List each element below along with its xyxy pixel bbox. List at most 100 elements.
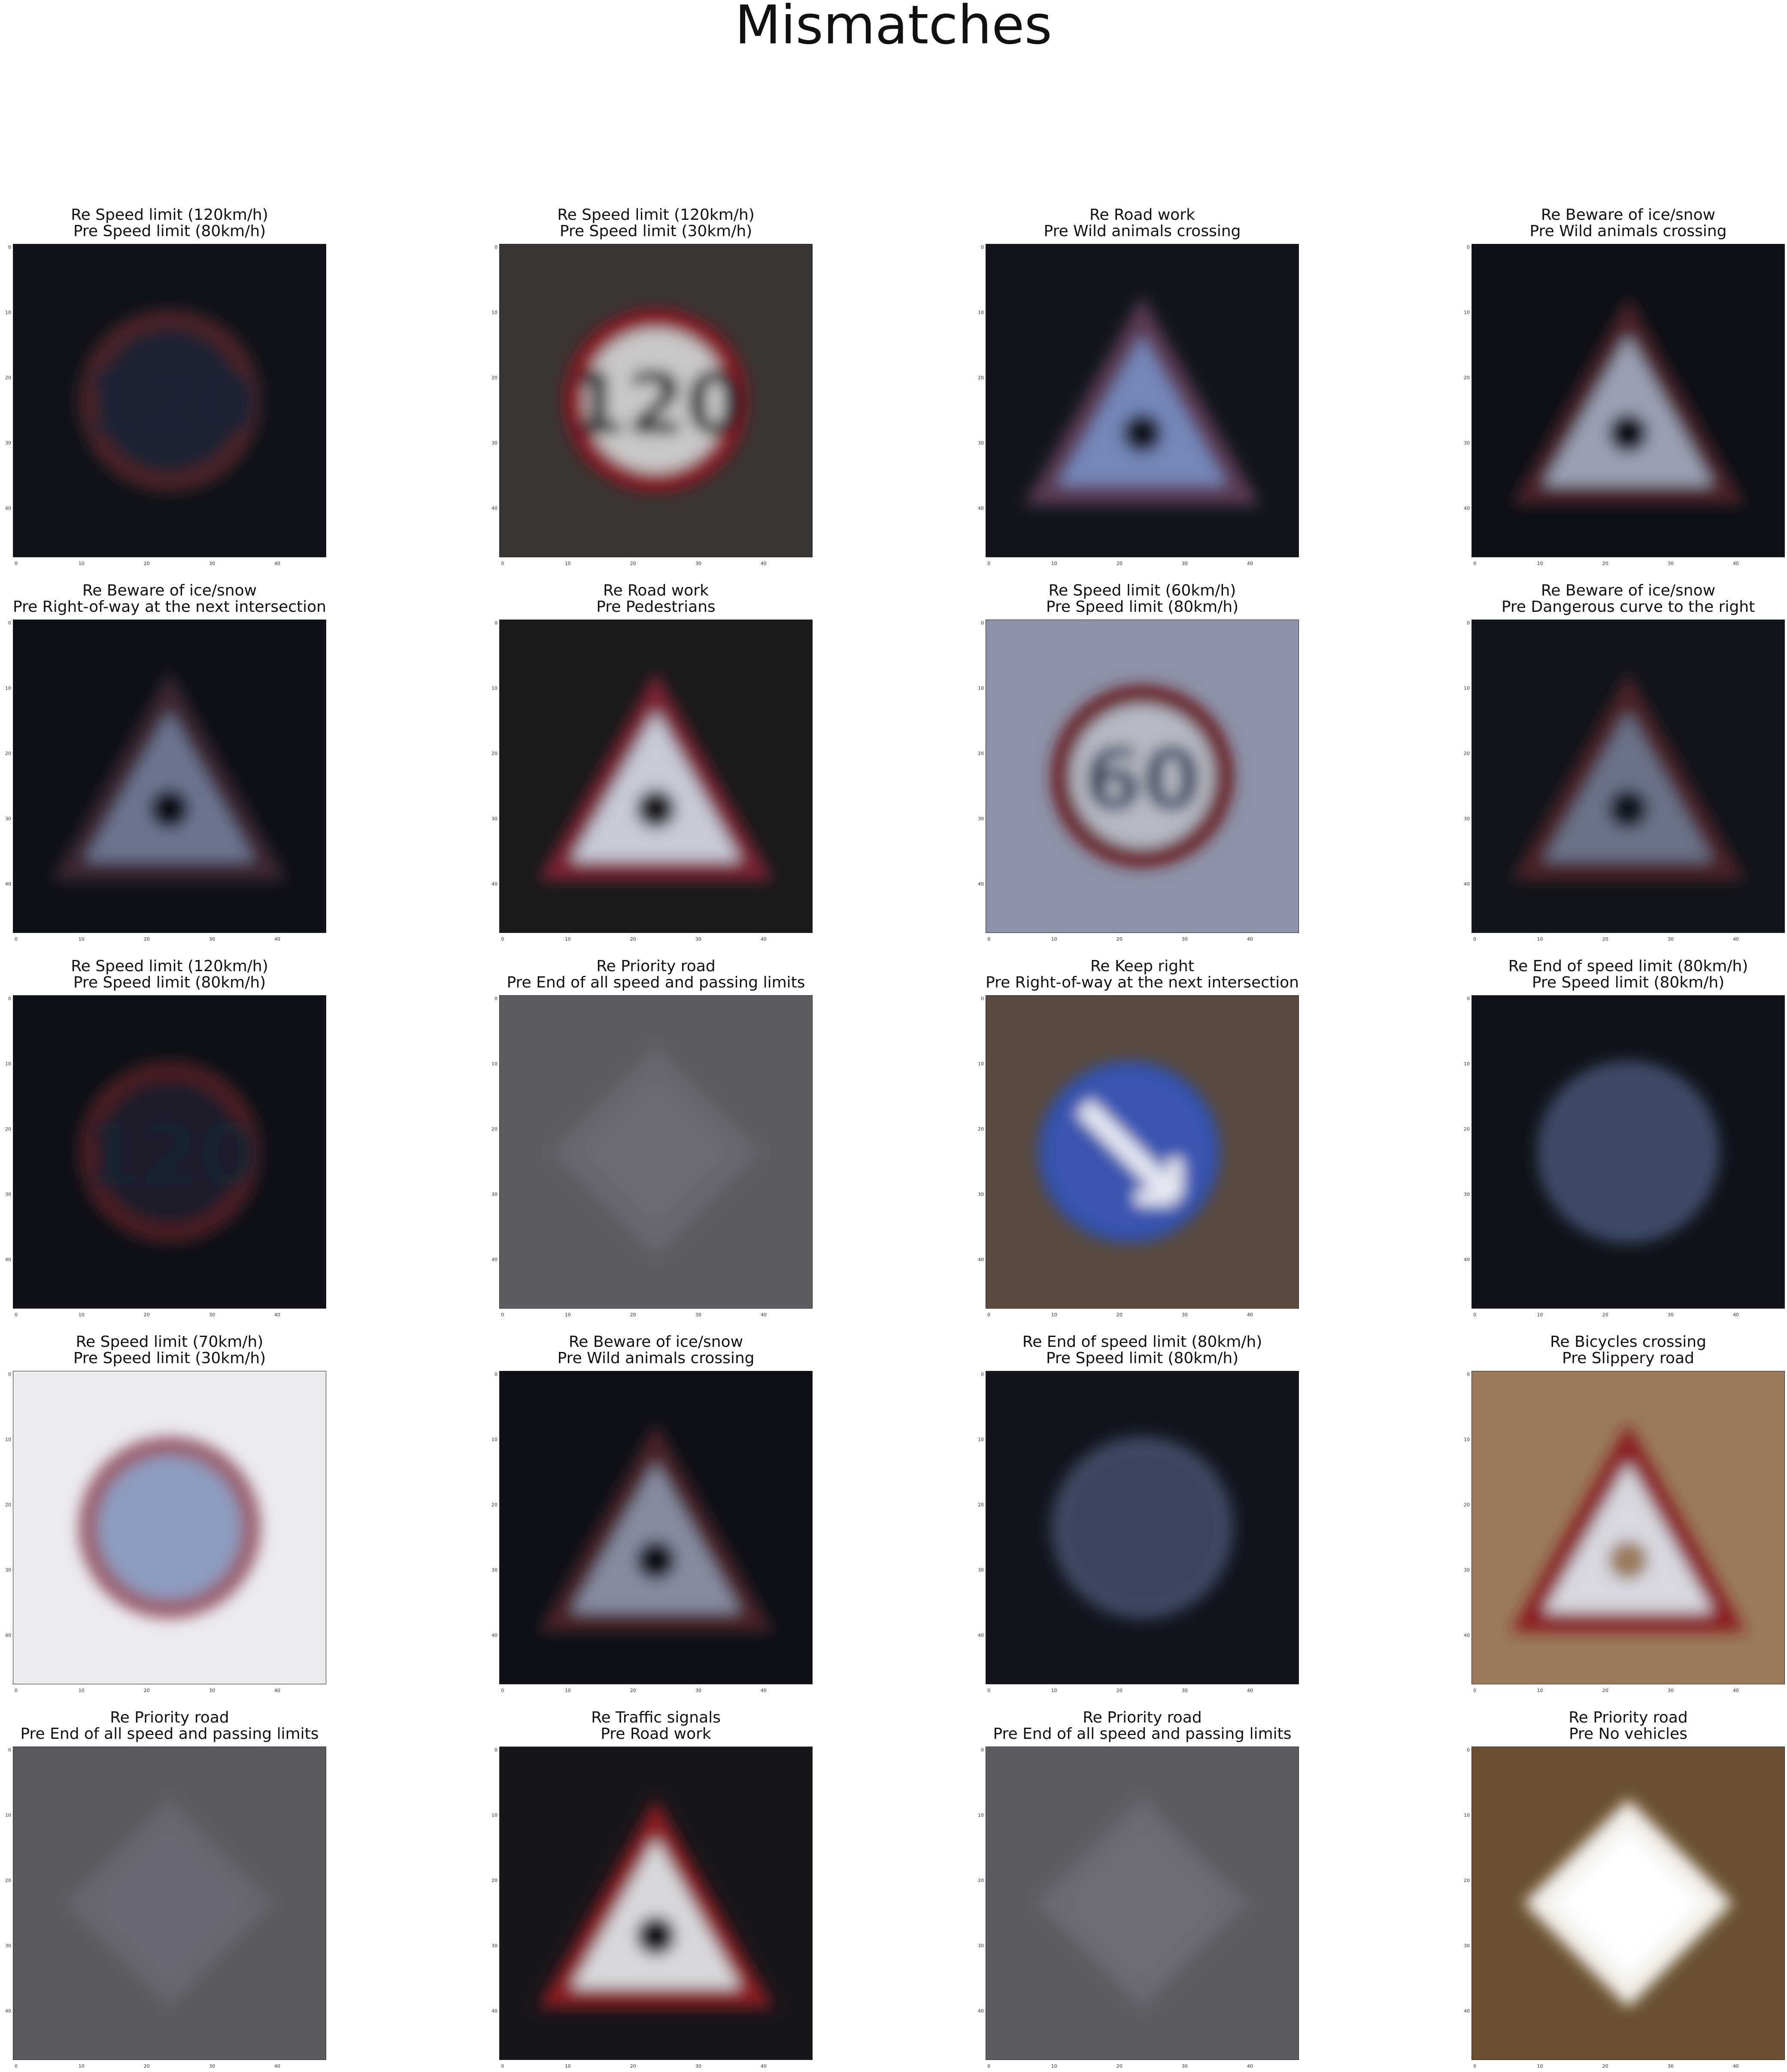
x-tick-label: 40 [760,936,767,942]
real-label: Re Beware of ice/snow [1541,582,1716,599]
y-tick-label: 10 [5,310,11,316]
y-tick-label: 0 [981,244,984,250]
y-tick-label: 20 [978,375,984,381]
sign-image [499,620,813,933]
x-tick-label: 0 [987,936,991,942]
y-tick-label: 0 [981,996,984,1002]
x-tick-label: 40 [274,2063,280,2069]
svg-text:60: 60 [1083,731,1201,829]
sign-image [1471,620,1785,933]
panel-title: Re Traffic signals Pre Road work [443,1710,868,1742]
x-tick-label: 40 [1732,561,1739,566]
y-tick-label: 0 [495,1371,498,1377]
x-tick-label: 10 [1537,1688,1543,1693]
y-tick-label: 30 [492,1567,498,1573]
sign-image-svg [1472,1747,1784,2060]
x-tick-label: 40 [1732,936,1739,942]
y-tick-label: 40 [978,881,984,887]
real-label: Re Priority road [110,1709,229,1726]
sign-image [13,1747,326,2060]
y-tick-label: 40 [492,1632,498,1638]
x-axis-ticks: 0 10 20 30 40 [986,561,1299,569]
y-tick-label: 40 [1464,1632,1470,1638]
sign-image: 120 [13,995,326,1309]
y-tick-label: 10 [1464,685,1470,691]
y-tick-label: 0 [1467,1371,1470,1377]
y-tick-label: 30 [978,1943,984,1949]
y-tick-label: 40 [978,1257,984,1263]
x-tick-label: 10 [1537,936,1543,942]
sign-image: 60 [986,620,1299,933]
panel-title: Re Road work Pre Wild animals crossing [930,207,1355,240]
predicted-label: Pre Road work [601,1725,711,1743]
y-tick-label: 20 [5,375,11,381]
y-tick-label: 20 [978,1126,984,1132]
x-axis-ticks: 0 10 20 30 40 [986,1312,1299,1321]
y-tick-label: 40 [492,505,498,511]
y-axis-ticks: 0 10 20 30 40 [1462,995,1471,1309]
x-tick-label: 10 [564,936,571,942]
figure-title: Mismatches [734,0,1053,56]
svg-text:120: 120 [81,355,258,453]
x-tick-label: 0 [1473,1688,1477,1693]
x-axis-ticks: 0 10 20 30 40 [499,2063,813,2072]
sign-image-svg [986,244,1299,557]
y-tick-label: 0 [8,620,11,626]
x-tick-label: 20 [630,2063,636,2069]
y-tick-label: 0 [8,244,11,250]
sign-image-svg [13,1371,326,1684]
panel-title: Re Speed limit (70km/h) Pre Speed limit (… [0,1334,382,1367]
y-tick-label: 20 [492,1502,498,1508]
sign-image [1471,1371,1785,1684]
predicted-label: Pre Speed limit (80km/h) [73,974,266,991]
x-tick-label: 30 [209,936,215,942]
panel-title: Re End of speed limit (80km/h) Pre Speed … [930,1334,1355,1367]
x-tick-label: 40 [274,561,280,566]
y-tick-label: 10 [492,1437,498,1443]
y-tick-label: 20 [1464,1126,1470,1132]
sign-image [986,1371,1299,1684]
predicted-label: Pre Right-of-way at the next intersectio… [986,974,1299,991]
y-axis-ticks: 0 10 20 30 40 [1462,1747,1471,2060]
y-tick-label: 30 [5,1943,11,1949]
x-tick-label: 40 [760,2063,767,2069]
real-label: Re Speed limit (120km/h) [71,957,268,975]
y-tick-label: 40 [978,2008,984,2014]
x-tick-label: 10 [78,1312,85,1318]
svg-text:120: 120 [567,355,744,453]
predicted-label: Pre End of all speed and passing limits [507,974,805,991]
x-tick-label: 10 [1537,1312,1543,1318]
y-axis-ticks: 0 10 20 30 40 [3,244,12,557]
x-tick-label: 30 [695,1312,701,1318]
x-tick-label: 0 [1473,561,1477,566]
x-tick-label: 40 [760,1312,767,1318]
sign-image [986,244,1299,557]
x-axis-ticks: 0 10 20 30 40 [13,1688,326,1696]
x-tick-label: 0 [501,2063,504,2069]
y-tick-label: 20 [5,1126,11,1132]
y-tick-label: 30 [978,816,984,822]
real-label: Re End of speed limit (80km/h) [1508,957,1748,975]
x-tick-label: 10 [78,1688,85,1693]
x-tick-label: 10 [564,2063,571,2069]
real-label: Re Priority road [1083,1709,1202,1726]
real-label: Re Beware of ice/snow [1541,206,1716,224]
y-tick-label: 0 [8,1747,11,1753]
x-tick-label: 40 [1732,2063,1739,2069]
real-label: Re Beware of ice/snow [82,582,257,599]
panel-title: Re Bicycles crossing Pre Slippery road [1416,1334,1787,1367]
x-tick-label: 0 [987,2063,991,2069]
sign-image-svg [500,1747,812,2060]
x-tick-label: 30 [1181,1688,1188,1693]
x-tick-label: 20 [1116,1312,1123,1318]
real-label: Re Bicycles crossing [1550,1333,1706,1351]
sign-image [499,995,813,1309]
sign-image [1471,244,1785,557]
y-tick-label: 30 [1464,440,1470,446]
y-tick-label: 0 [981,1747,984,1753]
panel-title: Re Beware of ice/snow Pre Dangerous curve… [1416,583,1787,615]
predicted-label: Pre Speed limit (80km/h) [1046,598,1239,616]
x-axis-ticks: 0 10 20 30 40 [1471,1312,1785,1321]
x-axis-ticks: 0 10 20 30 40 [986,1688,1299,1696]
sign-image [13,620,326,933]
